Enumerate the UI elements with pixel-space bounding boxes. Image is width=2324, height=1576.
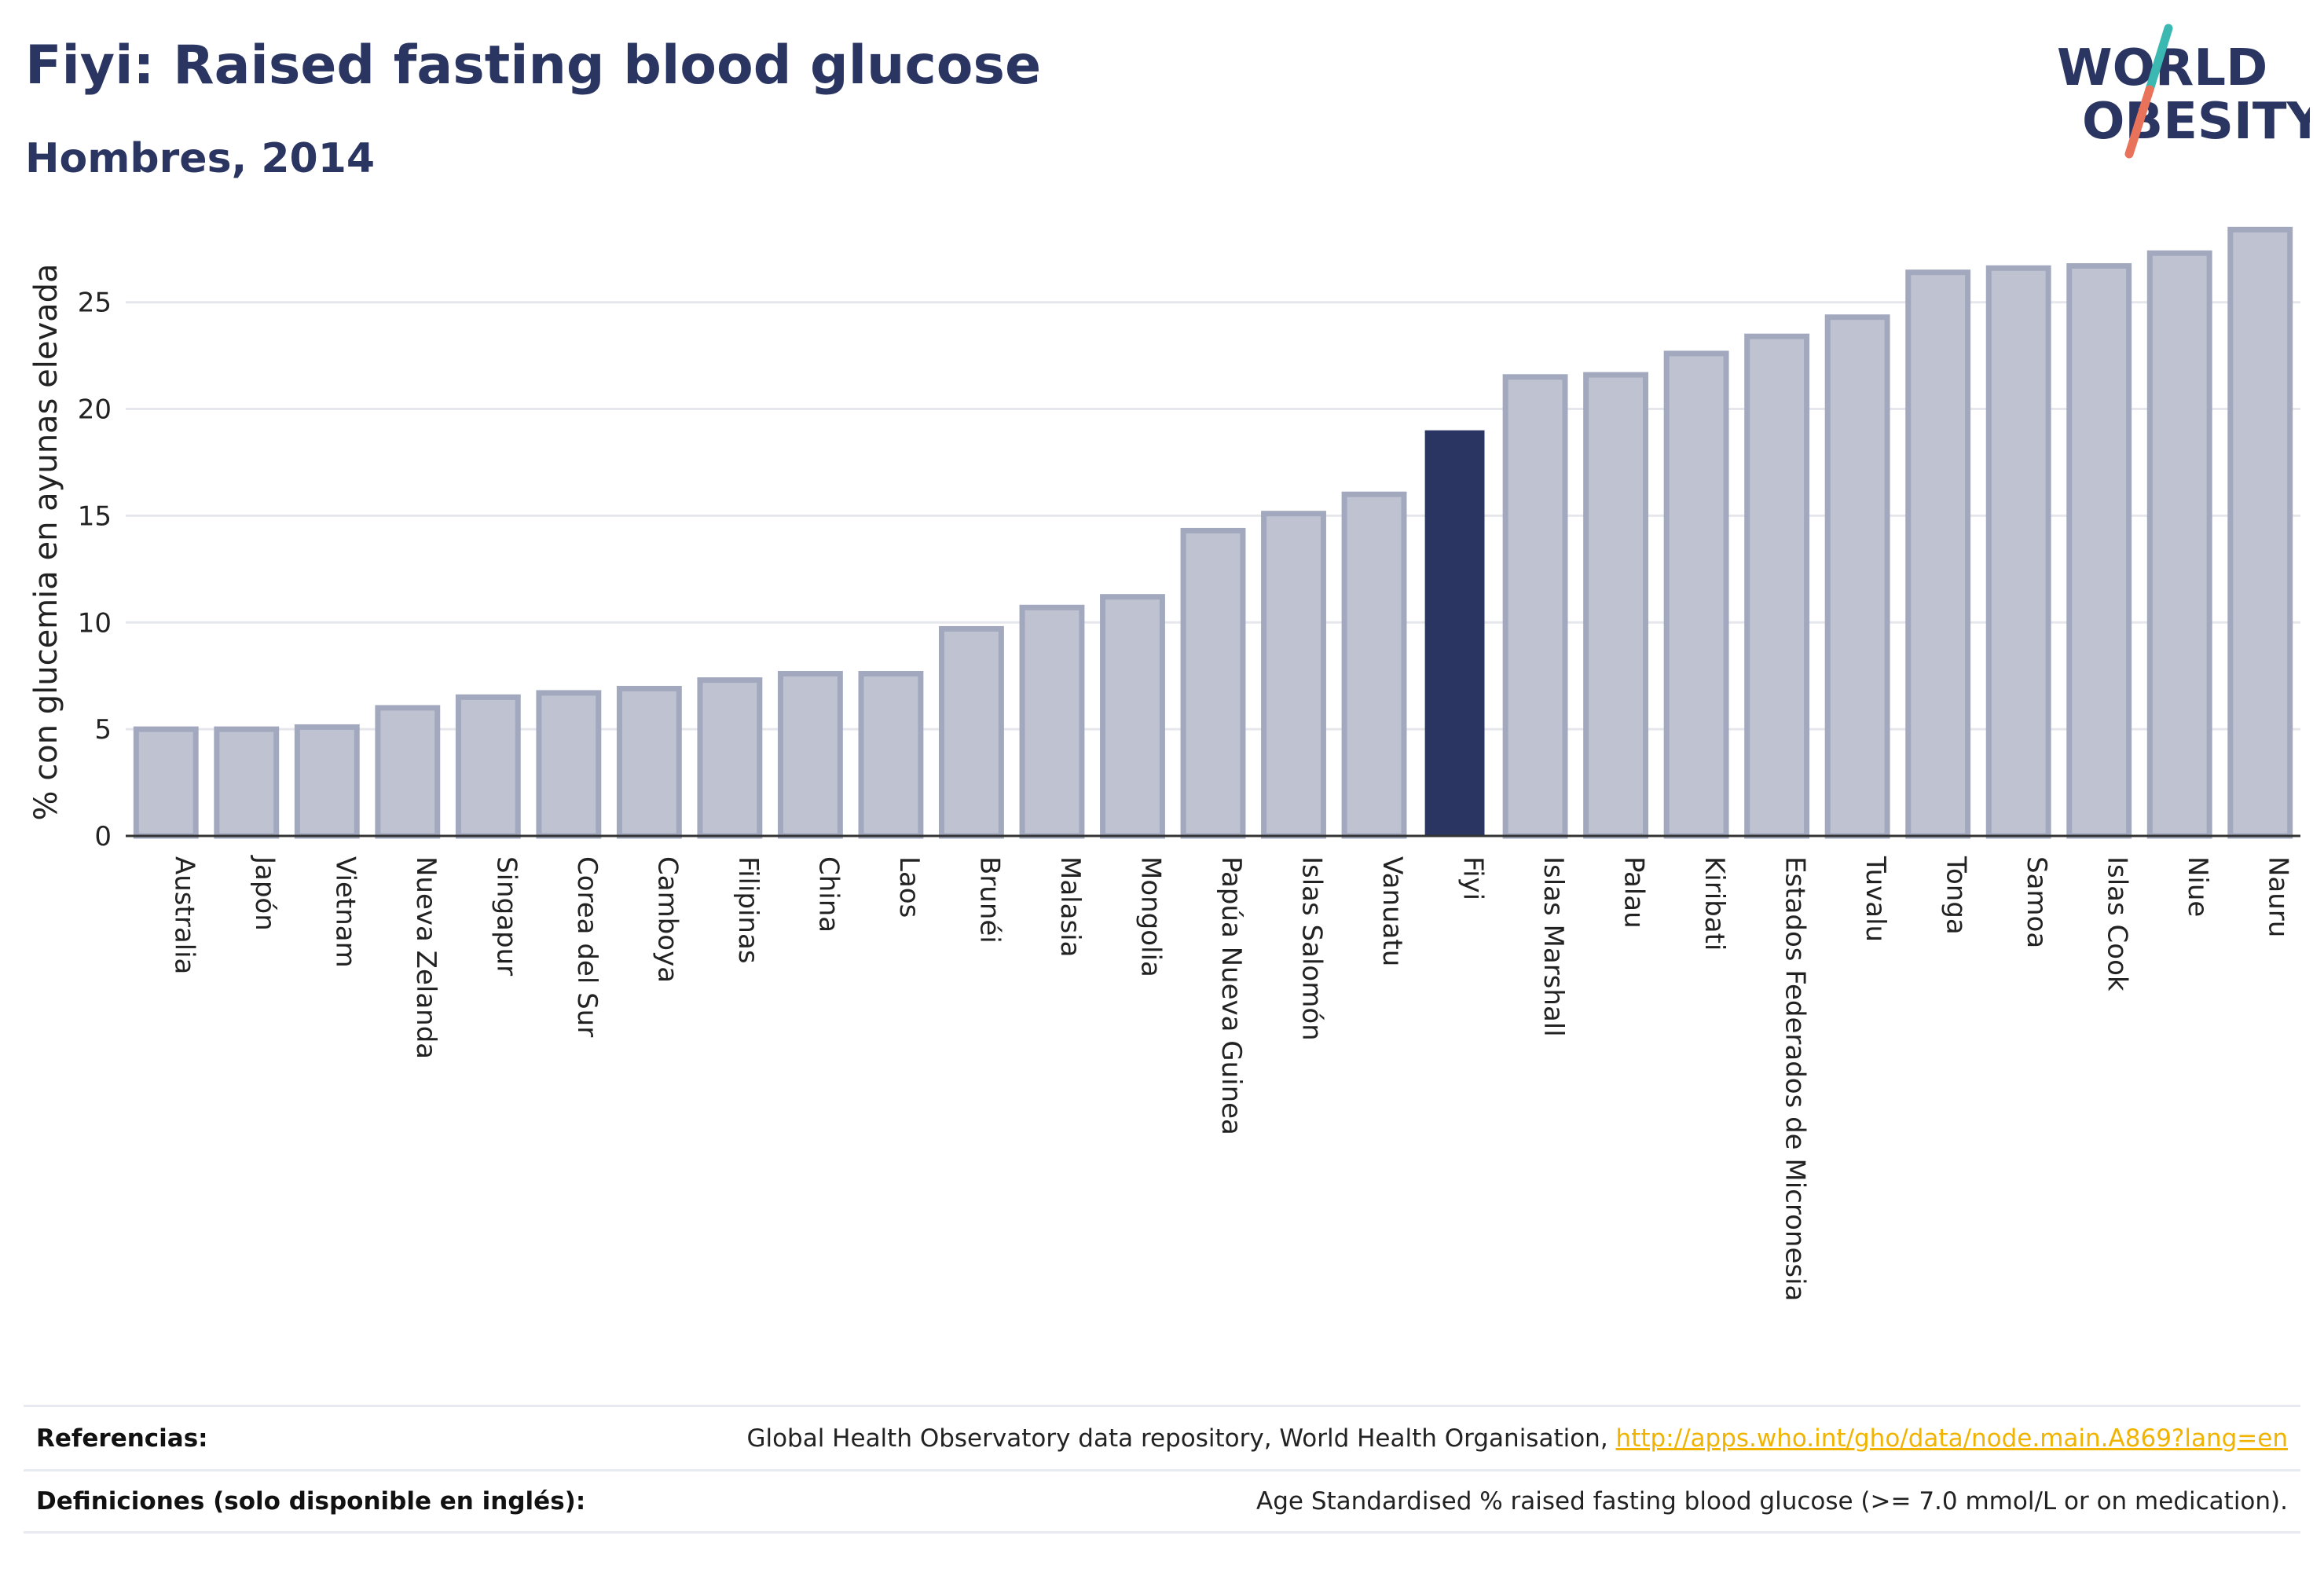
y-tick-label: 0 <box>94 821 112 852</box>
bar <box>1502 374 1568 839</box>
bar <box>214 726 280 839</box>
x-tick-label: Singapur <box>490 856 522 976</box>
bar-highlighted <box>1424 430 1485 836</box>
x-tick-label: Islas Marshall <box>1538 856 1569 1037</box>
x-tick-label: China <box>812 856 844 933</box>
bar <box>777 670 843 839</box>
x-tick-label: Palau <box>1618 856 1650 929</box>
x-tick-label: Mongolia <box>1135 856 1166 977</box>
bar <box>294 724 360 839</box>
references-text: Global Health Observatory data repositor… <box>746 1424 1608 1453</box>
definitions-label: Definiciones (solo disponible en inglés)… <box>36 1487 586 1516</box>
x-tick-label: Camboya <box>651 856 683 983</box>
x-tick-label: Filipinas <box>732 856 764 964</box>
definitions-text: Age Standardised % raised fasting blood … <box>1256 1487 2288 1516</box>
x-tick-label: Tonga <box>1941 856 1972 935</box>
definitions-row: Definiciones (solo disponible en inglés)… <box>24 1469 2300 1534</box>
y-tick-label: 5 <box>94 714 112 746</box>
x-tick-label: Islas Cook <box>2102 856 2133 991</box>
y-tick-label: 10 <box>78 607 112 639</box>
references-row: Referencias: Global Health Observatory d… <box>24 1405 2300 1469</box>
bar <box>1180 527 1246 839</box>
bar <box>133 726 199 839</box>
bar <box>1019 604 1085 839</box>
logo-slash-top <box>2145 24 2173 94</box>
bar <box>1100 594 1165 839</box>
chart-subtitle: Hombres, 2014 <box>25 135 376 182</box>
bar <box>2066 262 2132 839</box>
x-tick-label: Niue <box>2182 856 2213 917</box>
bar <box>455 694 521 839</box>
bar <box>858 670 924 839</box>
x-tick-label: Japón <box>249 855 280 931</box>
x-tick-label: Vanuatu <box>1376 856 1408 966</box>
x-tick-label: Islas Salomón <box>1296 856 1328 1041</box>
x-tick-label: Nueva Zelanda <box>410 856 442 1059</box>
x-tick-label: Tuvalu <box>1860 856 1891 942</box>
references-link[interactable]: http://apps.who.int/gho/data/node.main.A… <box>1615 1424 2288 1453</box>
bar <box>2227 226 2293 839</box>
x-tick-label: Corea del Sur <box>571 856 603 1037</box>
x-tick-label: Malasia <box>1054 856 1086 957</box>
footer: Referencias: Global Health Observatory d… <box>24 1405 2300 1534</box>
x-tick-label: Samoa <box>2021 856 2052 948</box>
logo-slash-bottom <box>2124 85 2154 159</box>
chart-title: Fiyi: Raised fasting blood glucose <box>25 35 1042 97</box>
references-label: Referencias: <box>36 1424 208 1453</box>
bar <box>1744 333 1810 839</box>
bar-chart: 0 5 10 15 20 25 Australia Japón Vietnam Nueva Zel… <box>28 226 2300 1301</box>
x-tick-label: Vietnam <box>329 856 361 968</box>
bar <box>939 625 1004 839</box>
x-tick-label: Kiribati <box>1699 856 1730 951</box>
x-tick-label: Estados Federados de Micronesia <box>1780 856 1811 1301</box>
y-tick-label: 25 <box>78 288 112 319</box>
x-tick-label: Nauru <box>2263 856 2294 937</box>
bar <box>1663 350 1729 839</box>
bar <box>1985 265 2051 839</box>
bar <box>1261 511 1326 839</box>
bar <box>697 677 763 839</box>
y-axis-label: % con glucemia en ayunas elevada <box>28 263 64 820</box>
x-tick-label: Papúa Nueva Guinea <box>1215 856 1247 1135</box>
bar <box>536 690 602 839</box>
y-tick-label: 15 <box>78 500 112 532</box>
references-value: Global Health Observatory data repositor… <box>746 1424 2288 1453</box>
bar <box>1905 269 1971 839</box>
bar <box>1824 314 1890 839</box>
bar <box>375 705 441 839</box>
bar <box>1341 491 1407 839</box>
x-tick-label: Fiyi <box>1457 856 1489 900</box>
bar <box>2146 250 2212 839</box>
bar <box>616 686 682 839</box>
bar <box>1583 372 1649 839</box>
x-tick-label: Laos <box>893 856 925 918</box>
y-tick-label: 20 <box>78 394 112 426</box>
x-tick-label: Brunéi <box>973 856 1005 944</box>
x-tick-label: Australia <box>168 856 200 974</box>
world-obesity-logo: WORLD OBESITY <box>2057 24 2310 159</box>
logo-line-2: OBESITY <box>2082 93 2310 151</box>
